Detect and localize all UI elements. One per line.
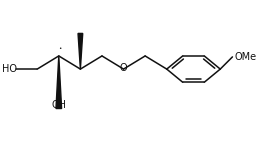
Text: OH: OH (51, 100, 66, 110)
Text: HO: HO (2, 64, 17, 74)
Text: OMe: OMe (234, 52, 256, 62)
Polygon shape (56, 56, 62, 109)
Text: •: • (58, 46, 61, 51)
Polygon shape (78, 33, 83, 69)
Text: O: O (120, 63, 127, 73)
